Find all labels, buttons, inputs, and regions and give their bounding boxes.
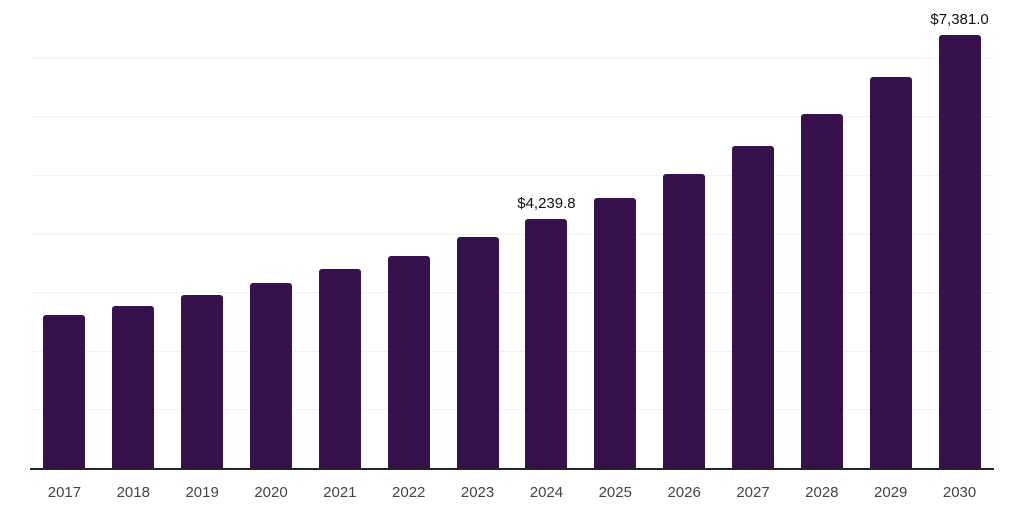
bar-2024: $4,239.8 bbox=[517, 195, 576, 468]
plot-area: $4,239.8 $7,381.0 bbox=[30, 1, 994, 470]
x-tick-label-2023: 2023 bbox=[460, 484, 495, 501]
bar-2025 bbox=[594, 198, 637, 468]
gridline bbox=[30, 350, 994, 352]
gridline bbox=[30, 174, 994, 176]
bar-2030: $7,381.0 bbox=[930, 11, 989, 468]
bar-2021 bbox=[318, 269, 361, 468]
gridline bbox=[30, 292, 994, 294]
x-tick-label-2028: 2028 bbox=[805, 484, 839, 501]
bar-2029 bbox=[869, 76, 912, 468]
x-tick-label-2027: 2027 bbox=[736, 484, 770, 501]
x-axis: 2017 2018 2019 2020 2021 2022 2023 2024 2025 2026… bbox=[30, 483, 994, 507]
bar-2019 bbox=[181, 295, 224, 468]
x-tick-label-2025: 2025 bbox=[598, 484, 632, 501]
x-tick-label-2018: 2018 bbox=[116, 484, 150, 501]
bar-2023 bbox=[456, 237, 499, 468]
bar-2022 bbox=[387, 255, 430, 468]
data-label-2024: $4,239.8 bbox=[517, 195, 576, 213]
data-label-2030: $7,381.0 bbox=[930, 11, 989, 29]
x-tick-label-2030: 2030 bbox=[942, 484, 977, 501]
gridline bbox=[30, 409, 994, 411]
bar-2028 bbox=[800, 113, 843, 468]
bar-2020 bbox=[250, 283, 292, 468]
x-tick-label-2017: 2017 bbox=[47, 484, 82, 501]
x-tick-label-2020: 2020 bbox=[254, 484, 288, 501]
x-tick-label-2029: 2029 bbox=[874, 484, 908, 501]
x-tick-label-2021: 2021 bbox=[323, 484, 357, 501]
x-tick-label-2022: 2022 bbox=[392, 484, 426, 501]
bar-2026 bbox=[663, 174, 706, 468]
bar-2027 bbox=[732, 146, 774, 468]
gridline bbox=[30, 116, 994, 118]
bar-2018 bbox=[112, 305, 155, 468]
x-tick-label-2026: 2026 bbox=[667, 484, 701, 501]
gridline bbox=[30, 57, 994, 59]
x-tick-label-2019: 2019 bbox=[185, 484, 219, 501]
x-tick-label-2024: 2024 bbox=[529, 484, 564, 501]
bar-2017 bbox=[43, 315, 86, 468]
gridline bbox=[30, 233, 994, 235]
